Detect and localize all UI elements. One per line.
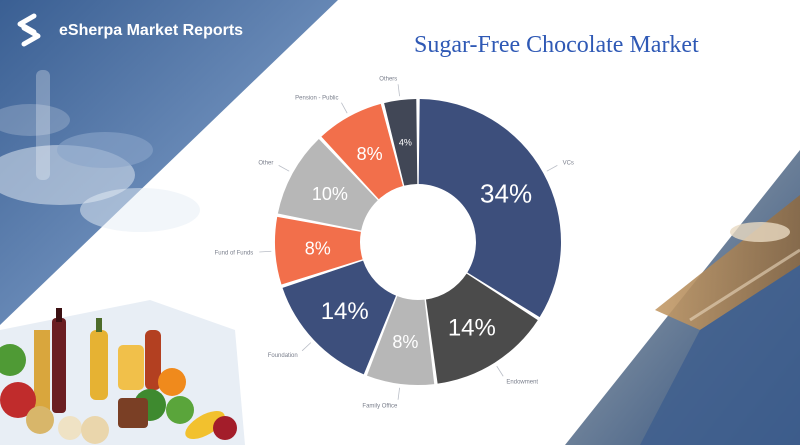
slice-category-label-0: VCs (563, 161, 574, 167)
page-title: Sugar-Free Chocolate Market (414, 32, 699, 58)
slice-percent-label-6: 8% (357, 144, 383, 164)
slice-category-label-6: Pension - Public (295, 95, 338, 101)
slice-percent-label-3: 14% (321, 298, 369, 325)
donut-slice-1 (425, 273, 538, 384)
top-left-photo-banner (0, 0, 338, 325)
donut-slice-3 (282, 260, 397, 375)
slice-leader-line-6 (341, 102, 348, 114)
brand-name: eSherpa Market Reports (59, 22, 243, 39)
brand-logo[interactable]: eSherpa Market Reports (17, 13, 243, 47)
slice-category-label-5: Other (258, 161, 273, 167)
slice-leader-line-3 (301, 342, 312, 352)
slice-percent-label-5: 10% (312, 184, 348, 204)
slice-percent-label-1: 14% (448, 314, 496, 341)
slice-category-label-2: Family Office (362, 404, 398, 410)
slice-leader-line-1 (496, 365, 504, 377)
donut-slice-5 (277, 138, 378, 231)
slice-leader-line-7 (397, 84, 400, 97)
groceries-photo (0, 300, 245, 445)
donut-slice-4 (275, 216, 363, 285)
donut-slice-2 (366, 296, 435, 385)
donut-slice-0 (418, 99, 561, 318)
slice-leader-line-2 (397, 387, 400, 400)
slice-leader-line-5 (278, 165, 290, 172)
donut-slice-7 (384, 99, 418, 186)
slice-percent-label-7: 4% (399, 137, 412, 147)
slice-percent-label-4: 8% (305, 239, 331, 259)
slice-category-label-1: Endowment (506, 379, 538, 385)
slice-percent-label-0: 34% (480, 179, 532, 209)
donut-slice-6 (321, 103, 403, 200)
slice-category-label-4: Fund of Funds (215, 250, 254, 256)
slice-leader-line-0 (546, 165, 558, 172)
slice-percent-label-2: 8% (392, 332, 418, 352)
slice-category-label-3: Foundation (268, 353, 298, 359)
slice-category-label-7: Others (379, 76, 397, 82)
esherpa-logo-icon (17, 13, 41, 47)
right-photo-banner (565, 150, 800, 445)
slice-leader-line-4 (259, 250, 272, 253)
donut-chart: 34% VCs 14% Endowment 8% Family Office 14% Foun… (215, 76, 574, 409)
